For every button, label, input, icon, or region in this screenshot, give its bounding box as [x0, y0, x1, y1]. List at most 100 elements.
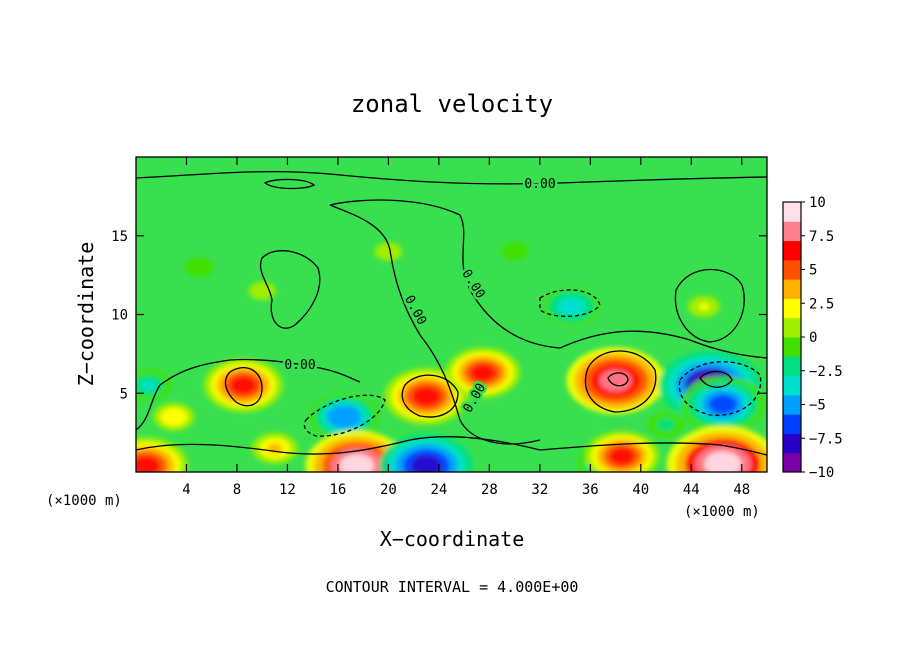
field-ring	[698, 302, 710, 311]
field-feature	[184, 257, 214, 278]
field-ring	[599, 369, 632, 392]
zero-contour-stem	[329, 204, 541, 445]
field-ring	[704, 451, 742, 472]
colorbar-swatch	[783, 414, 801, 434]
field-feature	[379, 433, 474, 472]
x-tick-label: 48	[733, 482, 750, 498]
colorbar-tick-label: −2.5	[809, 364, 843, 380]
colorbar-swatch	[783, 375, 801, 396]
field-ring	[412, 386, 441, 406]
contour-bottom-band	[136, 436, 767, 456]
zero-contour-tongue	[329, 199, 767, 359]
zero-contour-loop-right	[674, 268, 745, 343]
field-ring	[136, 456, 161, 472]
zero-contour-top	[136, 170, 767, 185]
field-feature	[374, 242, 403, 261]
field-ring	[166, 412, 181, 422]
field-ring	[332, 408, 356, 425]
colorbar-swatch	[783, 279, 801, 299]
colorbar-tick-label: −7.5	[809, 431, 843, 447]
y-tick-label: 15	[111, 229, 128, 245]
field-ring	[510, 248, 520, 255]
contour-pos-left	[224, 367, 263, 407]
colorbar-tick-label: 2.5	[809, 296, 834, 312]
field-feature	[309, 393, 380, 441]
contour-neg-upper	[539, 289, 601, 317]
colorbar-swatch	[783, 452, 801, 473]
contour-pos-mid	[401, 374, 459, 418]
x-tick-label: 24	[430, 482, 447, 498]
field-feature	[251, 432, 298, 465]
x-tick-label: 8	[233, 482, 241, 498]
field-ring	[470, 364, 496, 382]
contour-label: 0.00	[524, 177, 555, 192]
field-feature	[543, 287, 600, 326]
colorbar-tick-label: 5	[809, 263, 817, 279]
plot-area: 0.00 0.00 0.00 0.00 0.00	[136, 157, 767, 472]
field-ring	[708, 394, 737, 414]
x-tick-label: 12	[279, 482, 296, 498]
chart-title: zonal velocity	[351, 90, 553, 118]
x-tick-label: 20	[380, 482, 397, 498]
colorbar-tick-label: 7.5	[809, 229, 834, 245]
velocity-field	[136, 242, 767, 472]
colorbar-swatch	[783, 259, 801, 280]
contour-neg-left	[303, 394, 386, 437]
y-tick-label: 10	[111, 308, 128, 324]
colorbar-tick-label: −10	[809, 465, 834, 481]
field-feature	[136, 369, 172, 402]
colorbar-swatch	[783, 298, 801, 319]
colorbar-tick-label: 10	[809, 195, 826, 211]
x-axis-label: X−coordinate	[380, 527, 525, 551]
colorbar-swatch	[783, 394, 801, 415]
contour-label: 0.00	[284, 358, 315, 373]
x-tick-label: 28	[481, 482, 498, 498]
x-tick-label: 36	[582, 482, 599, 498]
contour-labels: 0.00 0.00 0.00 0.00 0.00	[282, 175, 558, 419]
field-feature	[666, 425, 767, 472]
field-feature	[647, 412, 685, 438]
field-feature	[687, 295, 720, 318]
field-ring	[410, 455, 442, 472]
colorbar: 10 7.5 5 2.5 0 −2.5 −5 −7.5 −10	[782, 195, 843, 481]
y-axis-label: Z−coordinate	[74, 242, 98, 387]
zero-contour-small-top	[263, 178, 316, 190]
field-ring	[257, 287, 267, 294]
contour-lines	[136, 170, 767, 456]
y-tick-label: 5	[120, 386, 128, 402]
colorbar-swatch	[783, 240, 801, 261]
zero-contour-loop-left	[259, 250, 321, 329]
x-tick-label: 16	[329, 482, 346, 498]
field-ring	[230, 376, 257, 395]
field-ring	[140, 380, 157, 391]
contour-interval-footer: CONTOUR INTERVAL = 4.000E+00	[326, 578, 579, 596]
x-tick-label: 44	[683, 482, 700, 498]
contour-pos-right	[584, 350, 657, 413]
field-feature	[248, 281, 276, 301]
field-ring	[659, 420, 673, 429]
colorbar-swatch	[783, 317, 801, 338]
x-unit-right: (×1000 m)	[684, 504, 760, 520]
field-feature	[153, 402, 195, 432]
field-feature	[500, 242, 529, 261]
field-feature	[445, 347, 521, 399]
y-axis: 5 10 15	[111, 229, 767, 402]
contour-neg-right	[678, 361, 762, 416]
contour-pos-peak	[607, 372, 629, 387]
field-feature	[566, 347, 665, 415]
colorbar-swatch	[783, 433, 801, 454]
field-ring	[562, 300, 581, 313]
zero-contour-lower	[136, 358, 361, 431]
field-feature	[203, 358, 283, 413]
field-ring	[609, 447, 635, 465]
colorbar-swatch	[783, 356, 801, 377]
field-ring	[339, 454, 375, 472]
x-tick-label: 32	[531, 482, 548, 498]
colorbar-swatch	[783, 221, 801, 242]
field-ring	[194, 263, 204, 271]
colorbar-tick-label: 0	[809, 330, 817, 346]
field-feature	[680, 375, 765, 433]
x-tick-label: 40	[632, 482, 649, 498]
colorbar-swatch	[783, 337, 801, 357]
